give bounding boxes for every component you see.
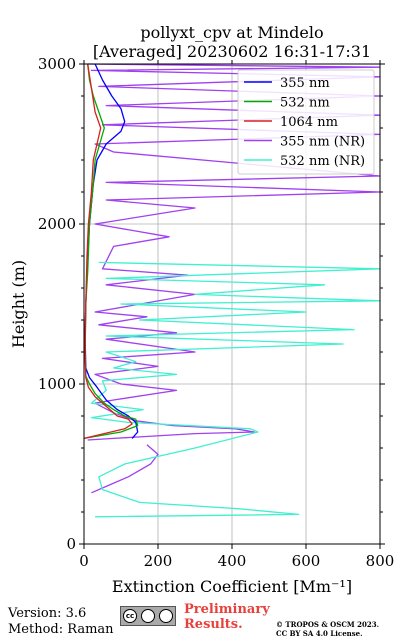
version-label: Version: 3.6	[8, 606, 87, 621]
series-line-3-low	[91, 444, 159, 494]
legend-label-0: 355 nm	[280, 76, 330, 91]
copyright-line-2: CC BY SA 4.0 License.	[276, 629, 363, 638]
chart-title: pollyxt_cpv at Mindelo	[140, 23, 323, 42]
x-tick-label-4: 800	[366, 552, 395, 570]
y-axis-label: Height (m)	[9, 260, 28, 348]
y-tick-label-0: 0	[66, 535, 76, 553]
x-axis-label: Extinction Coefficient [Mm⁻¹]	[112, 577, 352, 596]
method-label: Method: Raman	[8, 622, 114, 637]
y-tick-label-2: 2000	[38, 215, 76, 233]
by-icon	[141, 609, 155, 623]
series-line-4	[90, 261, 381, 518]
y-tick-label-1: 1000	[38, 375, 76, 393]
legend-label-4: 532 nm (NR)	[280, 154, 365, 169]
x-tick-label-2: 400	[218, 552, 247, 570]
axis-ticks: 0 200 400 600 800 0 1000 2000 3000	[38, 55, 395, 570]
x-tick-label-1: 200	[144, 552, 173, 570]
chart-legend: 355 nm 532 nm 1064 nm 355 nm (NR) 532 nm (NR…	[237, 69, 375, 175]
legend-label-2: 1064 nm	[280, 115, 338, 130]
series-line-2	[83, 63, 133, 440]
copyright-notice: © TROPOS & OSCM 2023. CC BY SA 4.0 Licen…	[276, 620, 379, 638]
x-tick-label-3: 600	[292, 552, 321, 570]
preliminary-line-2: Results.	[184, 617, 243, 632]
legend-label-3: 355 nm (NR)	[280, 135, 365, 150]
cc-license-badge: cc	[120, 606, 176, 626]
x-tick-label-0: 0	[79, 552, 89, 570]
preliminary-line-1: Preliminary	[184, 602, 270, 617]
preliminary-notice: Preliminary Results.	[184, 602, 270, 632]
sa-icon	[159, 609, 173, 623]
copyright-line-1: © TROPOS & OSCM 2023.	[276, 620, 380, 629]
y-tick-label-3: 3000	[38, 55, 76, 73]
chart-subtitle: [Averaged] 20230602 16:31-17:31	[93, 42, 371, 61]
legend-box	[237, 69, 375, 175]
cc-icon: cc	[123, 609, 137, 623]
legend-label-1: 532 nm	[280, 96, 330, 111]
